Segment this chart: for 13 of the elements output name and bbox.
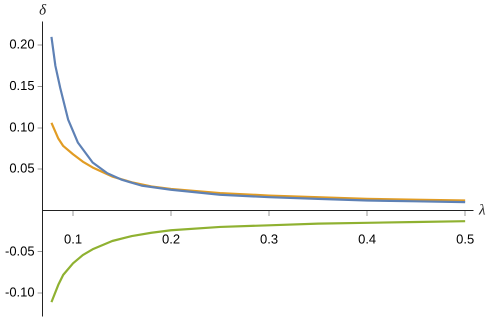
y-axis-title: δ — [39, 2, 48, 18]
x-tick-label: 0.1 — [64, 232, 82, 246]
y-tick-label: -0.10 — [4, 284, 35, 300]
x-tick-label: 0.4 — [358, 232, 376, 246]
x-tick-label: 0.3 — [260, 232, 278, 246]
x-axis-title: λ — [478, 202, 486, 218]
x-tick-label: 0.5 — [456, 232, 474, 246]
y-tick-label: 0.20 — [9, 36, 35, 52]
y-tick-label: 0.05 — [9, 160, 35, 176]
y-tick-label: 0.15 — [9, 78, 35, 94]
y-tick-label: -0.05 — [4, 243, 35, 258]
x-tick-label: 0.2 — [162, 232, 180, 246]
y-tick-label: 0.10 — [9, 119, 35, 134]
